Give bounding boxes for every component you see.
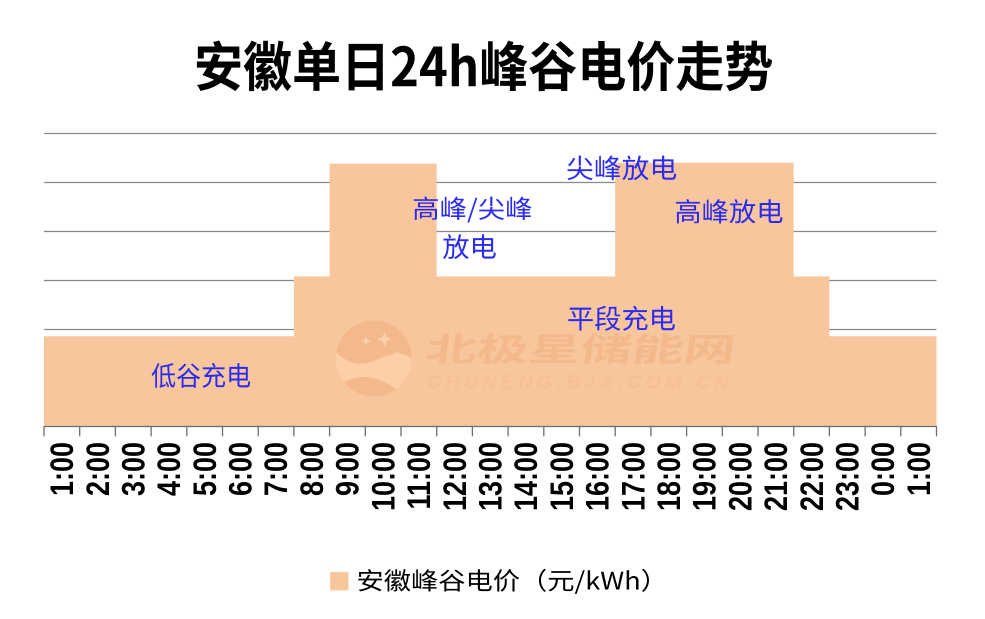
svg-text:1:00: 1:00 (45, 442, 81, 496)
svg-text:20:00: 20:00 (723, 442, 759, 511)
svg-text:3:00: 3:00 (116, 442, 152, 496)
svg-text:13:00: 13:00 (473, 442, 509, 511)
svg-text:11:00: 11:00 (402, 442, 438, 510)
svg-text:10:00: 10:00 (366, 442, 402, 511)
svg-text:19:00: 19:00 (687, 442, 723, 511)
svg-text:21:00: 21:00 (759, 442, 795, 511)
svg-text:12:00: 12:00 (438, 442, 474, 511)
svg-text:14:00: 14:00 (509, 442, 545, 511)
svg-text:7:00: 7:00 (259, 442, 295, 496)
svg-text:6:00: 6:00 (223, 442, 259, 496)
svg-text:22:00: 22:00 (795, 442, 831, 511)
svg-text:16:00: 16:00 (580, 442, 616, 511)
svg-text:4:00: 4:00 (152, 442, 188, 496)
svg-text:1:00: 1:00 (902, 442, 938, 496)
svg-text:8:00: 8:00 (295, 442, 331, 496)
svg-text:2:00: 2:00 (81, 442, 117, 496)
svg-text:18:00: 18:00 (652, 442, 688, 511)
svg-text:9:00: 9:00 (330, 442, 366, 496)
svg-text:23:00: 23:00 (830, 442, 866, 511)
svg-text:5:00: 5:00 (188, 442, 224, 496)
svg-text:15:00: 15:00 (545, 442, 581, 511)
svg-text:CHUNENG.BJX.COM.CN: CHUNENG.BJX.COM.CN (427, 372, 733, 394)
svg-text:0:00: 0:00 (866, 442, 902, 496)
svg-text:17:00: 17:00 (616, 442, 652, 511)
